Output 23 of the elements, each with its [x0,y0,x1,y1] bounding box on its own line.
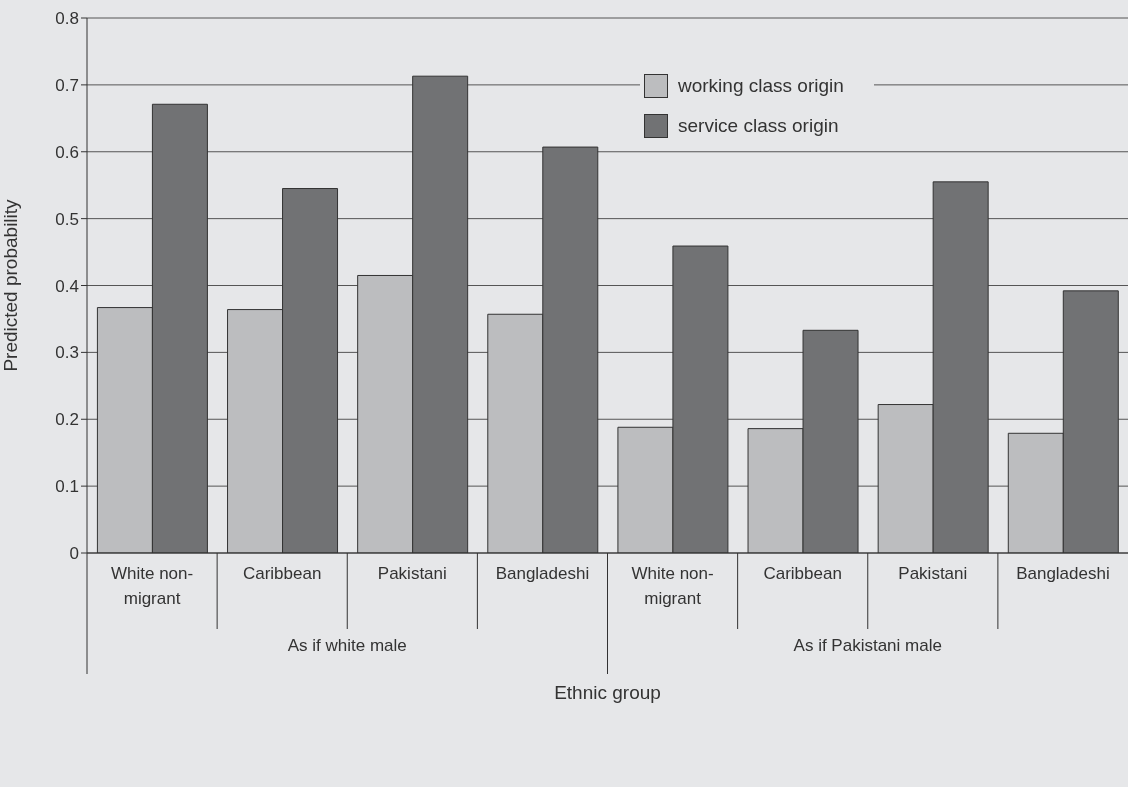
y-tick-label: 0 [69,544,79,564]
x-tick-label: White non-migrant [631,564,714,608]
x-tick-label: White non-migrant [110,564,194,608]
text: As if white male [287,636,407,655]
y-tick-label: 0.2 [55,410,79,430]
text: As if Pakistani male [793,636,942,655]
y-tick-label: 0.8 [55,9,79,29]
x-tick-label: Pakistani [898,564,968,583]
y-tick-label: 0.5 [55,209,79,229]
x-axis-title: Ethnic group [554,682,661,703]
x-tick-label: Caribbean [242,564,322,583]
x-tick-label: Pakistani [377,564,447,583]
y-axis-title: Predicted probability [0,198,21,372]
x-tick-label: Caribbean [763,564,842,583]
y-tick-label: 0.7 [55,75,79,95]
x-tick-label: Bangladeshi [495,564,590,583]
legend-label: service class origin [678,115,839,137]
y-tick-label: 0.4 [55,276,79,296]
x-tick-label: Bangladeshi [1016,564,1110,583]
legend-label: working class origin [678,75,844,97]
y-tick-label: 0.3 [55,343,79,363]
y-tick-label: 0.6 [55,142,79,162]
y-tick-label: 0.1 [55,477,79,497]
